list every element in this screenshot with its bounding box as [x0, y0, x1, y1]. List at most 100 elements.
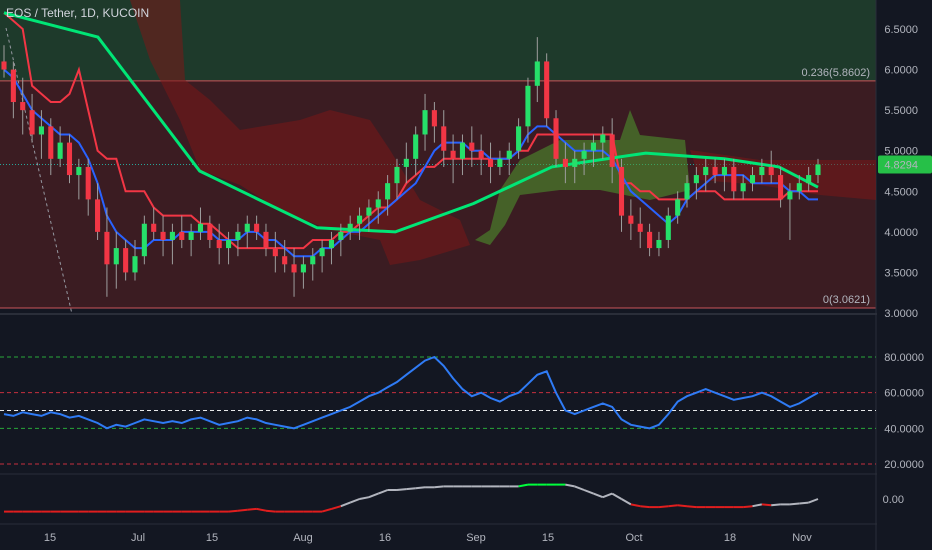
- candle-body: [394, 166, 400, 184]
- rsi-panel: [0, 355, 876, 465]
- candle-body: [731, 166, 737, 192]
- oscillator-segment: [658, 505, 669, 509]
- candle-body: [497, 158, 503, 167]
- candle-body: [562, 158, 568, 167]
- oscillator-segment: [237, 508, 248, 512]
- candle-body: [618, 166, 625, 216]
- blue-conversion-line: [3, 68, 818, 258]
- oscillator-segment: [752, 503, 763, 508]
- candle-body: [647, 231, 653, 249]
- candle-body: [244, 223, 250, 232]
- oscillator-segment: [377, 489, 388, 495]
- candle-body: [721, 166, 727, 176]
- candle-body: [703, 166, 709, 176]
- candle-body: [665, 215, 671, 240]
- candle-body: [141, 223, 147, 257]
- candle-body: [95, 199, 101, 232]
- oscillator-segment: [368, 492, 379, 499]
- candle-body: [188, 231, 194, 240]
- candle-body: [66, 142, 73, 176]
- cloud-green: [475, 110, 690, 245]
- candle-body: [637, 223, 643, 232]
- oscillator-segment: [574, 485, 585, 491]
- candle-body: [450, 150, 456, 159]
- oscillator-segment: [677, 504, 688, 508]
- oscillator-segment: [743, 505, 753, 509]
- time-tick-label: 16: [379, 532, 391, 544]
- candle-body: [768, 166, 774, 176]
- candle-body: [123, 248, 129, 273]
- axes: 6.5000 6.0000 5.5000 5.0000 4.5000 4.0000 3.50…: [44, 0, 932, 550]
- candle-body: [796, 183, 802, 192]
- oscillator-segment: [583, 489, 594, 495]
- candle-body: [235, 231, 241, 240]
- candle-body: [693, 175, 699, 184]
- time-tick-label: Aug: [293, 532, 313, 544]
- rsi-tick-label: 80.0000: [884, 352, 924, 364]
- candle-body: [263, 231, 269, 249]
- oscillator-segment: [331, 505, 342, 510]
- candle-body: [609, 134, 615, 167]
- candle-body: [20, 102, 26, 111]
- red-baseline-line: [3, 12, 818, 250]
- oscillator-segment: [808, 498, 819, 504]
- candle-body: [160, 231, 166, 240]
- candle-body: [300, 264, 306, 273]
- candle-body: [806, 175, 812, 184]
- candles: [1, 37, 821, 297]
- ichimoku-cloud: [130, 0, 876, 265]
- time-tick-label: 18: [724, 532, 736, 544]
- rsi-line: [3, 355, 819, 430]
- price-tick-label: 5.0000: [884, 146, 918, 158]
- oscillator-segment: [621, 498, 632, 506]
- candle-body: [207, 223, 213, 240]
- candle-body: [197, 223, 204, 232]
- oscillator-segment: [247, 507, 257, 511]
- oscillator-segment: [761, 503, 772, 507]
- candle-body: [48, 126, 54, 159]
- oscillator-segment: [668, 504, 678, 508]
- candle-body: [282, 256, 288, 265]
- oscillator-segment: [799, 501, 809, 505]
- oscillator-segment: [686, 505, 697, 509]
- time-tick-label: Nov: [792, 532, 812, 544]
- candle-body: [179, 231, 185, 240]
- candle-body: [272, 248, 278, 257]
- time-tick-label: Oct: [625, 532, 642, 544]
- candle-body: [319, 248, 325, 257]
- rsi-tick-label: 40.0000: [884, 423, 924, 435]
- time-tick-label: 15: [206, 532, 218, 544]
- rsi-tick-label: 20.0000: [884, 459, 924, 471]
- candle-body: [291, 264, 297, 273]
- oscillator-segment: [789, 502, 800, 506]
- candle-body: [338, 231, 344, 240]
- trendline: [5, 27, 73, 315]
- candle-body: [1, 61, 7, 70]
- oscillator-segment: [593, 492, 604, 499]
- cloud-red: [130, 0, 470, 265]
- fib-zone-red: [0, 80, 876, 308]
- candle-body: [385, 183, 391, 200]
- candle-body: [347, 223, 353, 232]
- oscillator-segment: [434, 485, 444, 489]
- candle-body: [132, 256, 138, 273]
- last-price-badge: [878, 155, 932, 174]
- oscillator-segment: [611, 492, 623, 500]
- price-tick-label: 6.5000: [884, 24, 918, 36]
- cloud-red-right: [690, 150, 876, 200]
- oscillator-segment: [602, 492, 613, 499]
- candle-body: [590, 142, 596, 151]
- candle-body: [310, 256, 316, 265]
- candle-body: [740, 183, 746, 192]
- oscillator-segment: [630, 503, 641, 508]
- time-tick-label: Sep: [466, 532, 486, 544]
- candle-body: [525, 85, 531, 127]
- candle-body: [506, 150, 512, 159]
- oscillator-segment: [265, 509, 276, 513]
- price-tick-label: 4.5000: [884, 186, 918, 198]
- candle-body: [169, 231, 175, 240]
- candle-body: [684, 183, 690, 200]
- price-tick-label: 5.5000: [884, 105, 918, 117]
